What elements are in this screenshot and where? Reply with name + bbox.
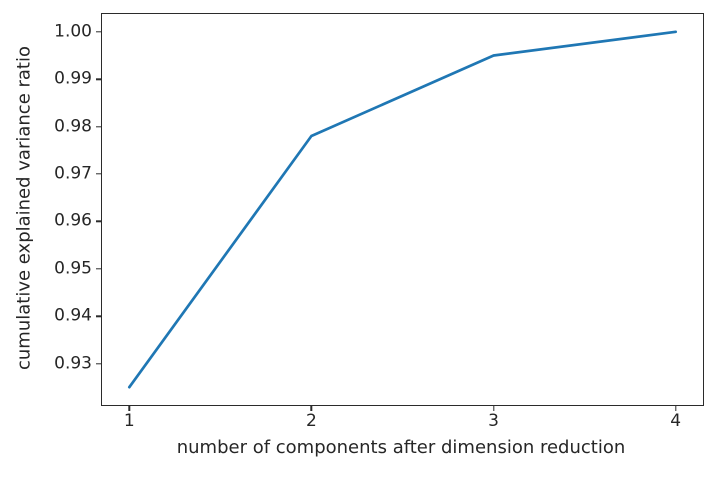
x-tick-label: 1	[123, 411, 135, 431]
x-tick-label: 4	[670, 411, 682, 431]
x-tick-label: 3	[488, 411, 499, 431]
y-tick-label: 0.98	[54, 116, 92, 137]
x-tick-mark	[128, 406, 131, 411]
y-tick-label: 0.97	[54, 163, 92, 184]
y-tick-label: 1.00	[54, 21, 92, 42]
line-series	[127, 30, 678, 389]
x-tick-label: 2	[306, 411, 317, 431]
y-tick-label: 0.93	[54, 353, 92, 374]
y-axis-label: cumulative explained variance ratio	[13, 46, 35, 370]
y-tick-label: 0.99	[54, 68, 92, 89]
x-tick-mark	[310, 406, 313, 411]
line-plot-svg	[127, 30, 678, 389]
y-tick-mark	[96, 31, 101, 33]
y-tick-label: 0.94	[54, 305, 92, 326]
y-tick-mark	[96, 125, 101, 128]
y-tick-mark	[96, 315, 101, 317]
y-tick-mark	[96, 78, 101, 80]
x-axis-label: number of components after dimension red…	[176, 437, 626, 458]
x-tick-mark	[492, 406, 495, 411]
x-tick-mark	[674, 406, 677, 411]
y-tick-mark	[96, 362, 101, 365]
y-tick-mark	[96, 268, 101, 270]
y-tick-label: 0.95	[54, 258, 92, 279]
y-tick-label: 0.96	[54, 210, 92, 231]
y-tick-mark	[96, 173, 101, 175]
plot-area: 0.93 0.94 0.95 0.96 0.97 0.98 0.99 1.00 1 2 3 4	[54, 13, 704, 430]
y-tick-mark	[96, 220, 101, 223]
